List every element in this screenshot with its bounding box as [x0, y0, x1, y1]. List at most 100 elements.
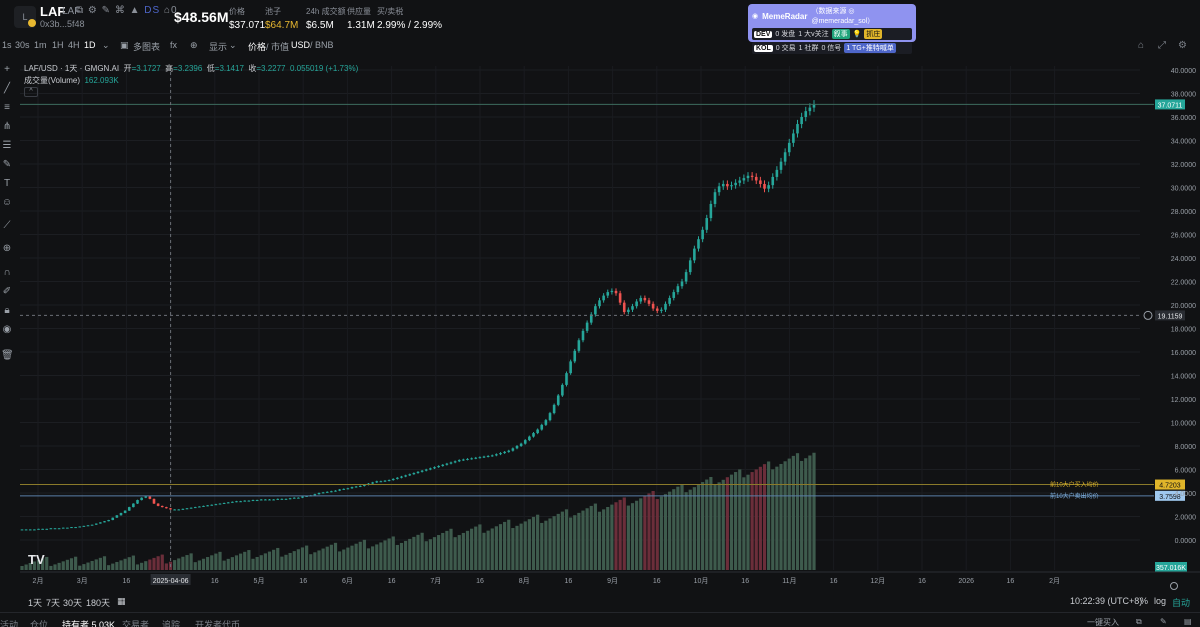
visibility-icon[interactable]: ◉	[2, 324, 12, 335]
interval-4h[interactable]: 4H	[68, 40, 80, 50]
drawing-tools: + ╱ ≡ ⋔ ☰ ✎ T ☺ ⟋ ⊕ ∩ ✐ 🔒︎ ◉ 🗑︎	[0, 60, 14, 380]
candle-body	[33, 529, 36, 531]
popout-icon[interactable]: ⧉	[1136, 617, 1142, 626]
volume-bar	[82, 564, 86, 570]
candle-body	[49, 528, 53, 530]
magnet-tool-icon[interactable]: ∩	[3, 267, 11, 278]
price-tick-label: 24.0000	[1171, 256, 1196, 263]
volume-bar	[734, 472, 738, 570]
dropdown-chevron-icon[interactable]: ⌄	[102, 40, 110, 50]
narrative-badge[interactable]: 叙事	[831, 29, 850, 39]
tab-traders[interactable]: 交易者	[122, 620, 150, 627]
quick-buy-button[interactable]: 一键买入	[1087, 618, 1119, 627]
tab-positions[interactable]: 仓位	[30, 620, 49, 627]
interval-1m[interactable]: 1m	[34, 40, 47, 50]
emoji-tool-icon[interactable]: ☺	[1, 197, 13, 208]
range-1d[interactable]: 1天	[28, 598, 43, 608]
contract-address[interactable]: 0x3b...5f48	[40, 19, 85, 29]
volume-bar	[762, 464, 767, 570]
meme-radar-panel[interactable]: ◉ MemeRadar （数据来源 ◎ @memeradar_sol） DEV …	[748, 4, 916, 54]
volume-bar	[779, 463, 783, 570]
edit-icon[interactable]: ✎	[1160, 617, 1167, 626]
multi-chart-button[interactable]: 多图表	[133, 42, 161, 52]
tab-dev-tokens[interactable]: 开发者代币	[195, 620, 241, 627]
pitchfork-tool-icon[interactable]: ⋔	[2, 121, 12, 132]
buy-avg-tag	[1155, 479, 1185, 490]
candle-body	[243, 500, 247, 502]
layout-icon[interactable]: ▤	[1184, 617, 1192, 626]
dev-launches: 0 发盘	[775, 31, 796, 38]
interval-1h[interactable]: 1H	[52, 40, 64, 50]
display-chevron-icon[interactable]: ⌄	[229, 40, 237, 50]
interval-1s[interactable]: 1s	[2, 40, 12, 50]
range-7d[interactable]: 7天	[46, 598, 61, 608]
percent-toggle[interactable]: %	[1140, 596, 1149, 606]
candle-body	[449, 462, 453, 464]
text-tool-icon[interactable]: T	[3, 178, 11, 189]
mcap-option[interactable]: / 市值	[266, 42, 290, 52]
tab-tracking[interactable]: 追踪	[162, 620, 181, 627]
candle-body	[631, 306, 634, 310]
volume-bar	[115, 561, 119, 570]
lock-icon[interactable]: 🔒︎	[4, 305, 10, 316]
tab-holders[interactable]: 持有者 5.03K	[62, 620, 116, 627]
time-axis[interactable]: 2月 3月 16 2025-04-06 16 5月 16 6月 16 7月 16 8月 16 9月 16 10…	[20, 571, 1200, 585]
price-axis[interactable]: 40.0000 38.0000 36.0000 34.0000 32.0000 30.00…	[1171, 68, 1196, 545]
candle-body	[416, 471, 420, 474]
volume-bar	[57, 562, 61, 570]
tab-activity[interactable]: 活动	[0, 620, 19, 627]
social-links-icon[interactable]: ⧉ ⚙ ✎ ⌘ ▲	[76, 5, 141, 16]
trash-icon[interactable]: 🗑︎	[1, 350, 14, 361]
volume-bar	[387, 538, 391, 570]
usd-option[interactable]: USD	[291, 40, 311, 50]
fib-tool-icon[interactable]: ☰	[2, 140, 12, 151]
range-30d[interactable]: 30天	[63, 598, 83, 608]
display-button[interactable]: 显示	[209, 42, 228, 52]
candle-body	[441, 464, 445, 466]
camera-icon[interactable]: ⌂	[1138, 40, 1145, 51]
horizontal-lines-tool-icon[interactable]: ≡	[4, 102, 10, 113]
expand-icon[interactable]: ⤢	[1158, 40, 1166, 51]
candle-body	[86, 525, 90, 527]
kol-signal: 0 信号	[821, 45, 842, 52]
brush-tool-icon[interactable]: ✎	[2, 159, 12, 170]
ruler-tool-icon[interactable]: ⟋	[3, 220, 11, 231]
interval-1d[interactable]: 1D	[84, 40, 96, 50]
zoom-tool-icon[interactable]: ⊕	[2, 243, 12, 254]
volume-bar	[412, 536, 416, 570]
volume-bar	[36, 559, 41, 570]
range-180d[interactable]: 180天	[86, 598, 111, 608]
price-option[interactable]: 价格	[248, 42, 267, 52]
price-toggle[interactable]: 价格/ 市值	[248, 40, 289, 53]
crosshair-tool-icon[interactable]: +	[4, 64, 10, 75]
social-icons[interactable]: ⧉ ⚙ ✎ ⌘ ▲ DS ⌂0	[76, 5, 178, 16]
whale-badge[interactable]: 抓庄	[864, 29, 883, 39]
stat-label: 买/卖税	[377, 7, 404, 16]
currency-toggle[interactable]: USD/ BNB	[291, 40, 334, 50]
meme-radar-source[interactable]: （数据来源 ◎ @memeradar_sol）	[811, 8, 875, 25]
price-tick-label: 10.0000	[1171, 421, 1196, 428]
interval-30s[interactable]: 30s	[15, 40, 30, 50]
collapse-legend-button[interactable]: ^	[24, 87, 38, 97]
volume-bar	[812, 452, 816, 570]
log-toggle[interactable]: log	[1154, 596, 1167, 606]
tg-call-badge[interactable]: 1 TG+推特喊单	[844, 43, 896, 53]
ds-link[interactable]: DS	[144, 5, 161, 16]
lock-drawing-tool-icon[interactable]: ✐	[2, 286, 12, 297]
bnb-option[interactable]: / BNB	[310, 40, 334, 50]
compare-icon[interactable]: ⊕	[190, 40, 198, 50]
trendline-tool-icon[interactable]: ╱	[3, 83, 11, 94]
indicators-icon[interactable]: fx	[170, 40, 178, 50]
settings-icon[interactable]: ⚙	[1178, 40, 1187, 51]
volume-bar	[189, 553, 193, 570]
candle-body	[573, 350, 577, 362]
tradingview-logo[interactable]: TV	[28, 552, 45, 567]
clock[interactable]: 10:22:39 (UTC+8)	[1070, 596, 1143, 606]
auto-scale-toggle[interactable]: 自动	[1172, 598, 1191, 608]
multi-chart-icon[interactable]: ▣	[120, 40, 129, 50]
calendar-icon[interactable]: ▦	[117, 596, 126, 606]
stat-value: 1.31M	[347, 20, 375, 31]
candle-body	[429, 468, 432, 470]
price-tick-label: 14.0000	[1171, 374, 1196, 381]
